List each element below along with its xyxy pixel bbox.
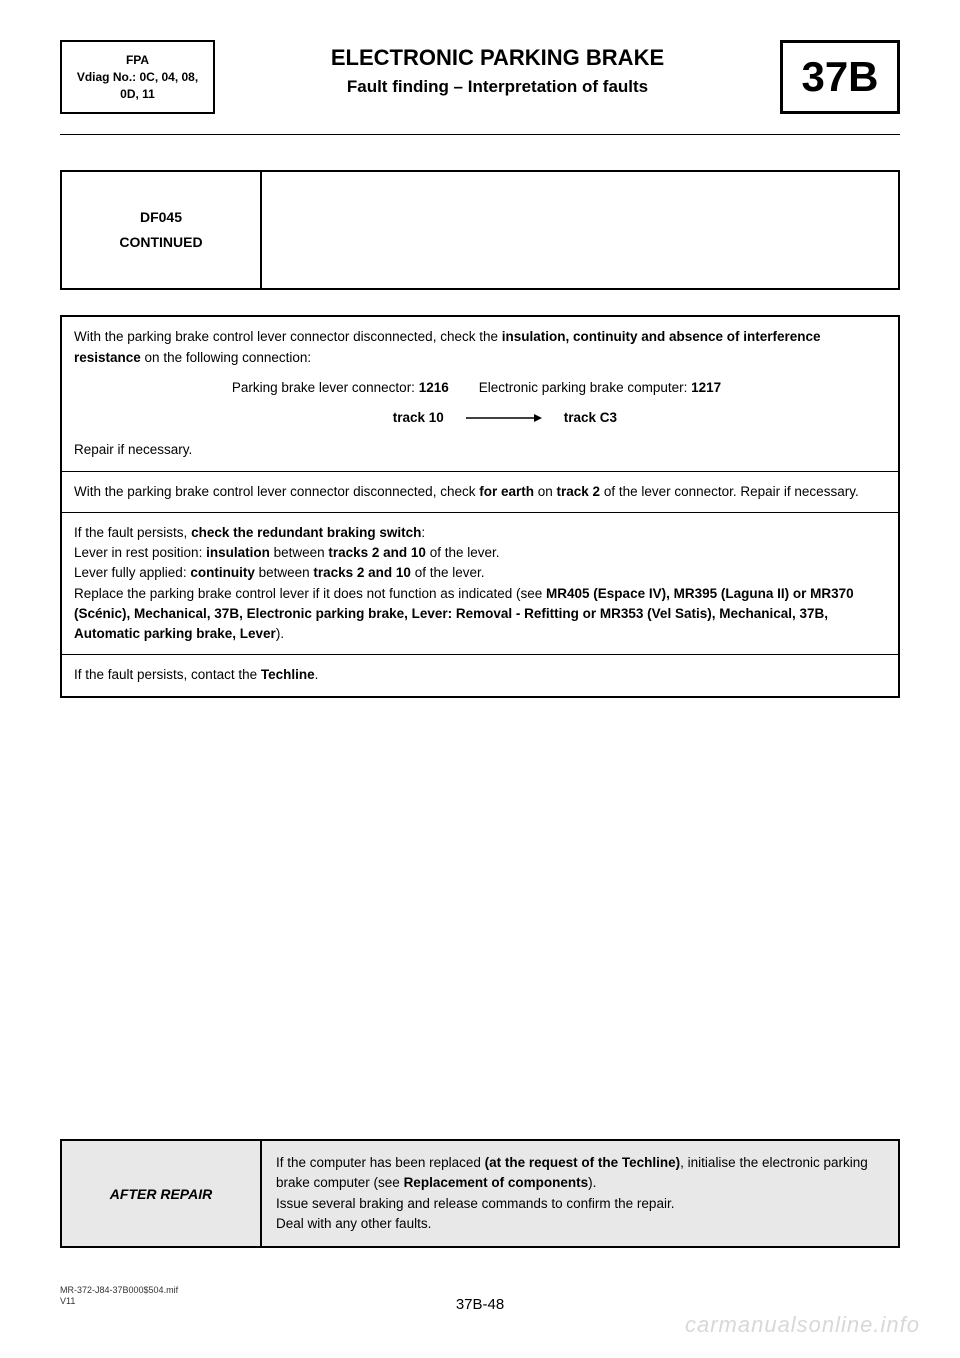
s3l2c: between xyxy=(270,545,329,560)
s3l3e: of the lever. xyxy=(411,565,485,580)
s3l3b: continuity xyxy=(190,565,255,580)
step2-e: of the lever connector. Repair if necess… xyxy=(600,484,859,499)
conn-left-label: Parking brake lever connector: xyxy=(232,380,419,395)
header-vdiag-2: 0D, 11 xyxy=(74,86,201,103)
step2-c: on xyxy=(534,484,557,499)
header-vdiag-1: Vdiag No.: 0C, 04, 08, xyxy=(74,69,201,86)
fault-header-box: DF045 CONTINUED xyxy=(60,170,900,290)
s3l2b: insulation xyxy=(206,545,270,560)
fault-status: CONTINUED xyxy=(119,230,202,255)
header-center: ELECTRONIC PARKING BRAKE Fault finding –… xyxy=(215,40,780,114)
procedure-table: With the parking brake control lever con… xyxy=(60,315,900,697)
track-left: track 10 xyxy=(74,408,464,428)
ar-l1b: (at the request of the Techline) xyxy=(485,1155,681,1170)
step-4: If the fault persists, contact the Techl… xyxy=(61,655,899,697)
s4a: If the fault persists, contact the xyxy=(74,667,261,682)
s3l2e: of the lever. xyxy=(426,545,500,560)
s3l4a: Replace the parking brake control lever … xyxy=(74,586,546,601)
s4c: . xyxy=(315,667,319,682)
header-divider xyxy=(60,134,900,135)
s3l1c: : xyxy=(421,525,425,540)
track-right: track C3 xyxy=(544,408,617,428)
page-header: FPA Vdiag No.: 0C, 04, 08, 0D, 11 ELECTR… xyxy=(60,40,900,114)
s3l2d: tracks 2 and 10 xyxy=(328,545,426,560)
s3l2a: Lever in rest position: xyxy=(74,545,206,560)
section-code-box: 37B xyxy=(780,40,900,114)
conn-right-val: 1217 xyxy=(691,380,721,395)
step2-a: With the parking brake control lever con… xyxy=(74,484,479,499)
ar-l1a: If the computer has been replaced xyxy=(276,1155,485,1170)
step-2: With the parking brake control lever con… xyxy=(61,471,899,512)
connection-row: Parking brake lever connector: 1216 Elec… xyxy=(74,378,886,398)
fault-left-cell: DF045 CONTINUED xyxy=(62,172,262,288)
s3l3a: Lever fully applied: xyxy=(74,565,190,580)
section-code: 37B xyxy=(801,53,878,101)
ar-l3: Deal with any other faults. xyxy=(276,1214,884,1234)
after-repair-label: AFTER REPAIR xyxy=(62,1141,262,1246)
watermark: carmanualsonline.info xyxy=(685,1312,920,1338)
track-row: track 10 track C3 xyxy=(74,408,886,428)
s3l3d: tracks 2 and 10 xyxy=(313,565,411,580)
fault-code: DF045 xyxy=(140,205,182,230)
ar-l1d: Replacement of components xyxy=(404,1175,589,1190)
arrow-icon xyxy=(464,412,544,424)
header-vdiag-box: FPA Vdiag No.: 0C, 04, 08, 0D, 11 xyxy=(60,40,215,114)
step1-text-a: With the parking brake control lever con… xyxy=(74,329,502,344)
s3l4c: ). xyxy=(276,626,284,641)
page-number: 37B-48 xyxy=(0,1296,960,1313)
after-repair-box: AFTER REPAIR If the computer has been re… xyxy=(60,1139,900,1248)
header-fpa: FPA xyxy=(74,52,201,69)
step-1: With the parking brake control lever con… xyxy=(61,316,899,471)
conn-right: Electronic parking brake computer: 1217 xyxy=(464,378,886,398)
ar-l1e: ). xyxy=(588,1175,596,1190)
step2-d: track 2 xyxy=(557,484,601,499)
s3l1b: check the redundant braking switch xyxy=(191,525,421,540)
page-title: ELECTRONIC PARKING BRAKE xyxy=(225,45,770,71)
step2-b: for earth xyxy=(479,484,534,499)
s3l1a: If the fault persists, xyxy=(74,525,191,540)
conn-left-val: 1216 xyxy=(419,380,449,395)
ar-l2: Issue several braking and release comman… xyxy=(276,1194,884,1214)
step1-repair: Repair if necessary. xyxy=(74,440,886,460)
page-subtitle: Fault finding – Interpretation of faults xyxy=(225,77,770,97)
conn-left: Parking brake lever connector: 1216 xyxy=(74,378,464,398)
step1-text-c: on the following connection: xyxy=(141,350,311,365)
after-repair-content: If the computer has been replaced (at th… xyxy=(262,1141,898,1246)
step-3: If the fault persists, check the redunda… xyxy=(61,512,899,655)
s4b: Techline xyxy=(261,667,315,682)
footer-ref1: MR-372-J84-37B000$504.mif xyxy=(60,1285,178,1297)
s3l3c: between xyxy=(255,565,314,580)
conn-right-label: Electronic parking brake computer: xyxy=(479,380,691,395)
